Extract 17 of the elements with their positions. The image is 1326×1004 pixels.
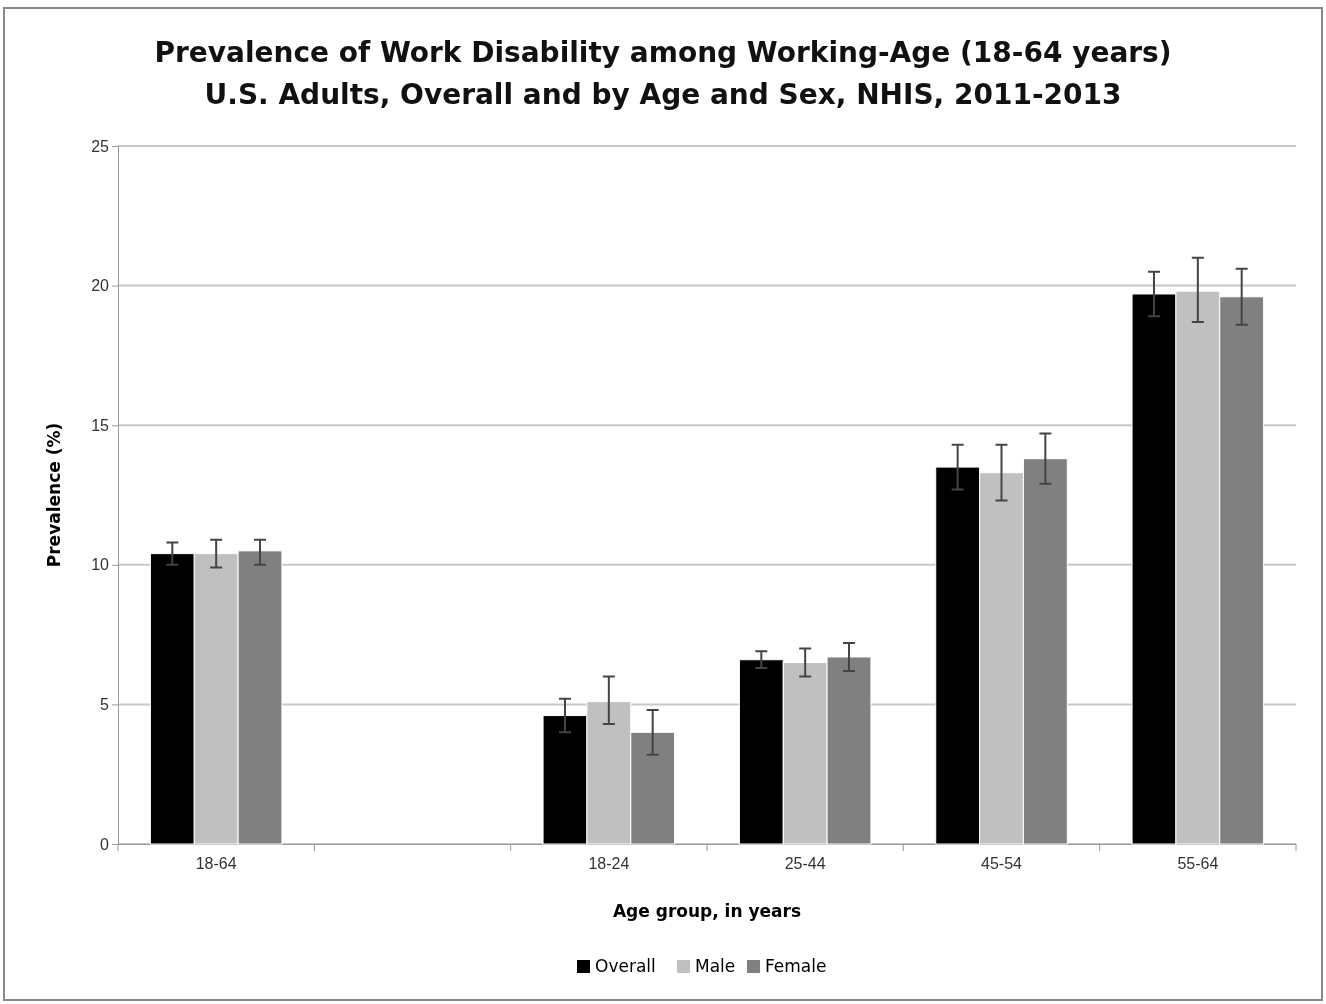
- x-tick-label: 18-24: [588, 855, 630, 873]
- x-tick-label: 18-64: [195, 855, 237, 873]
- y-tick-label: 0: [100, 835, 110, 853]
- legend-label: Male: [695, 956, 736, 976]
- y-tick-label: 20: [91, 277, 110, 295]
- x-tick-label: 25-44: [784, 855, 826, 873]
- y-axis-title: Prevalence (%): [44, 422, 64, 568]
- y-tick-label: 15: [91, 416, 110, 434]
- y-tick-label: 10: [91, 556, 110, 574]
- x-tick-label: 55-64: [1177, 855, 1219, 873]
- legend-label: Overall: [595, 956, 656, 976]
- x-axis-title: Age group, in years: [612, 901, 802, 921]
- x-tick-label: 45-54: [981, 855, 1023, 873]
- chart-title: Prevalence of Work Disability among Working-Age (18-64 years) U.S. Adults, Overall and by Age and Sex, NHIS, 2011-2013: [154, 36, 1172, 111]
- y-tick-label: 5: [100, 696, 110, 714]
- y-tick-label: 25: [91, 137, 110, 155]
- legend-label: Female: [765, 956, 827, 976]
